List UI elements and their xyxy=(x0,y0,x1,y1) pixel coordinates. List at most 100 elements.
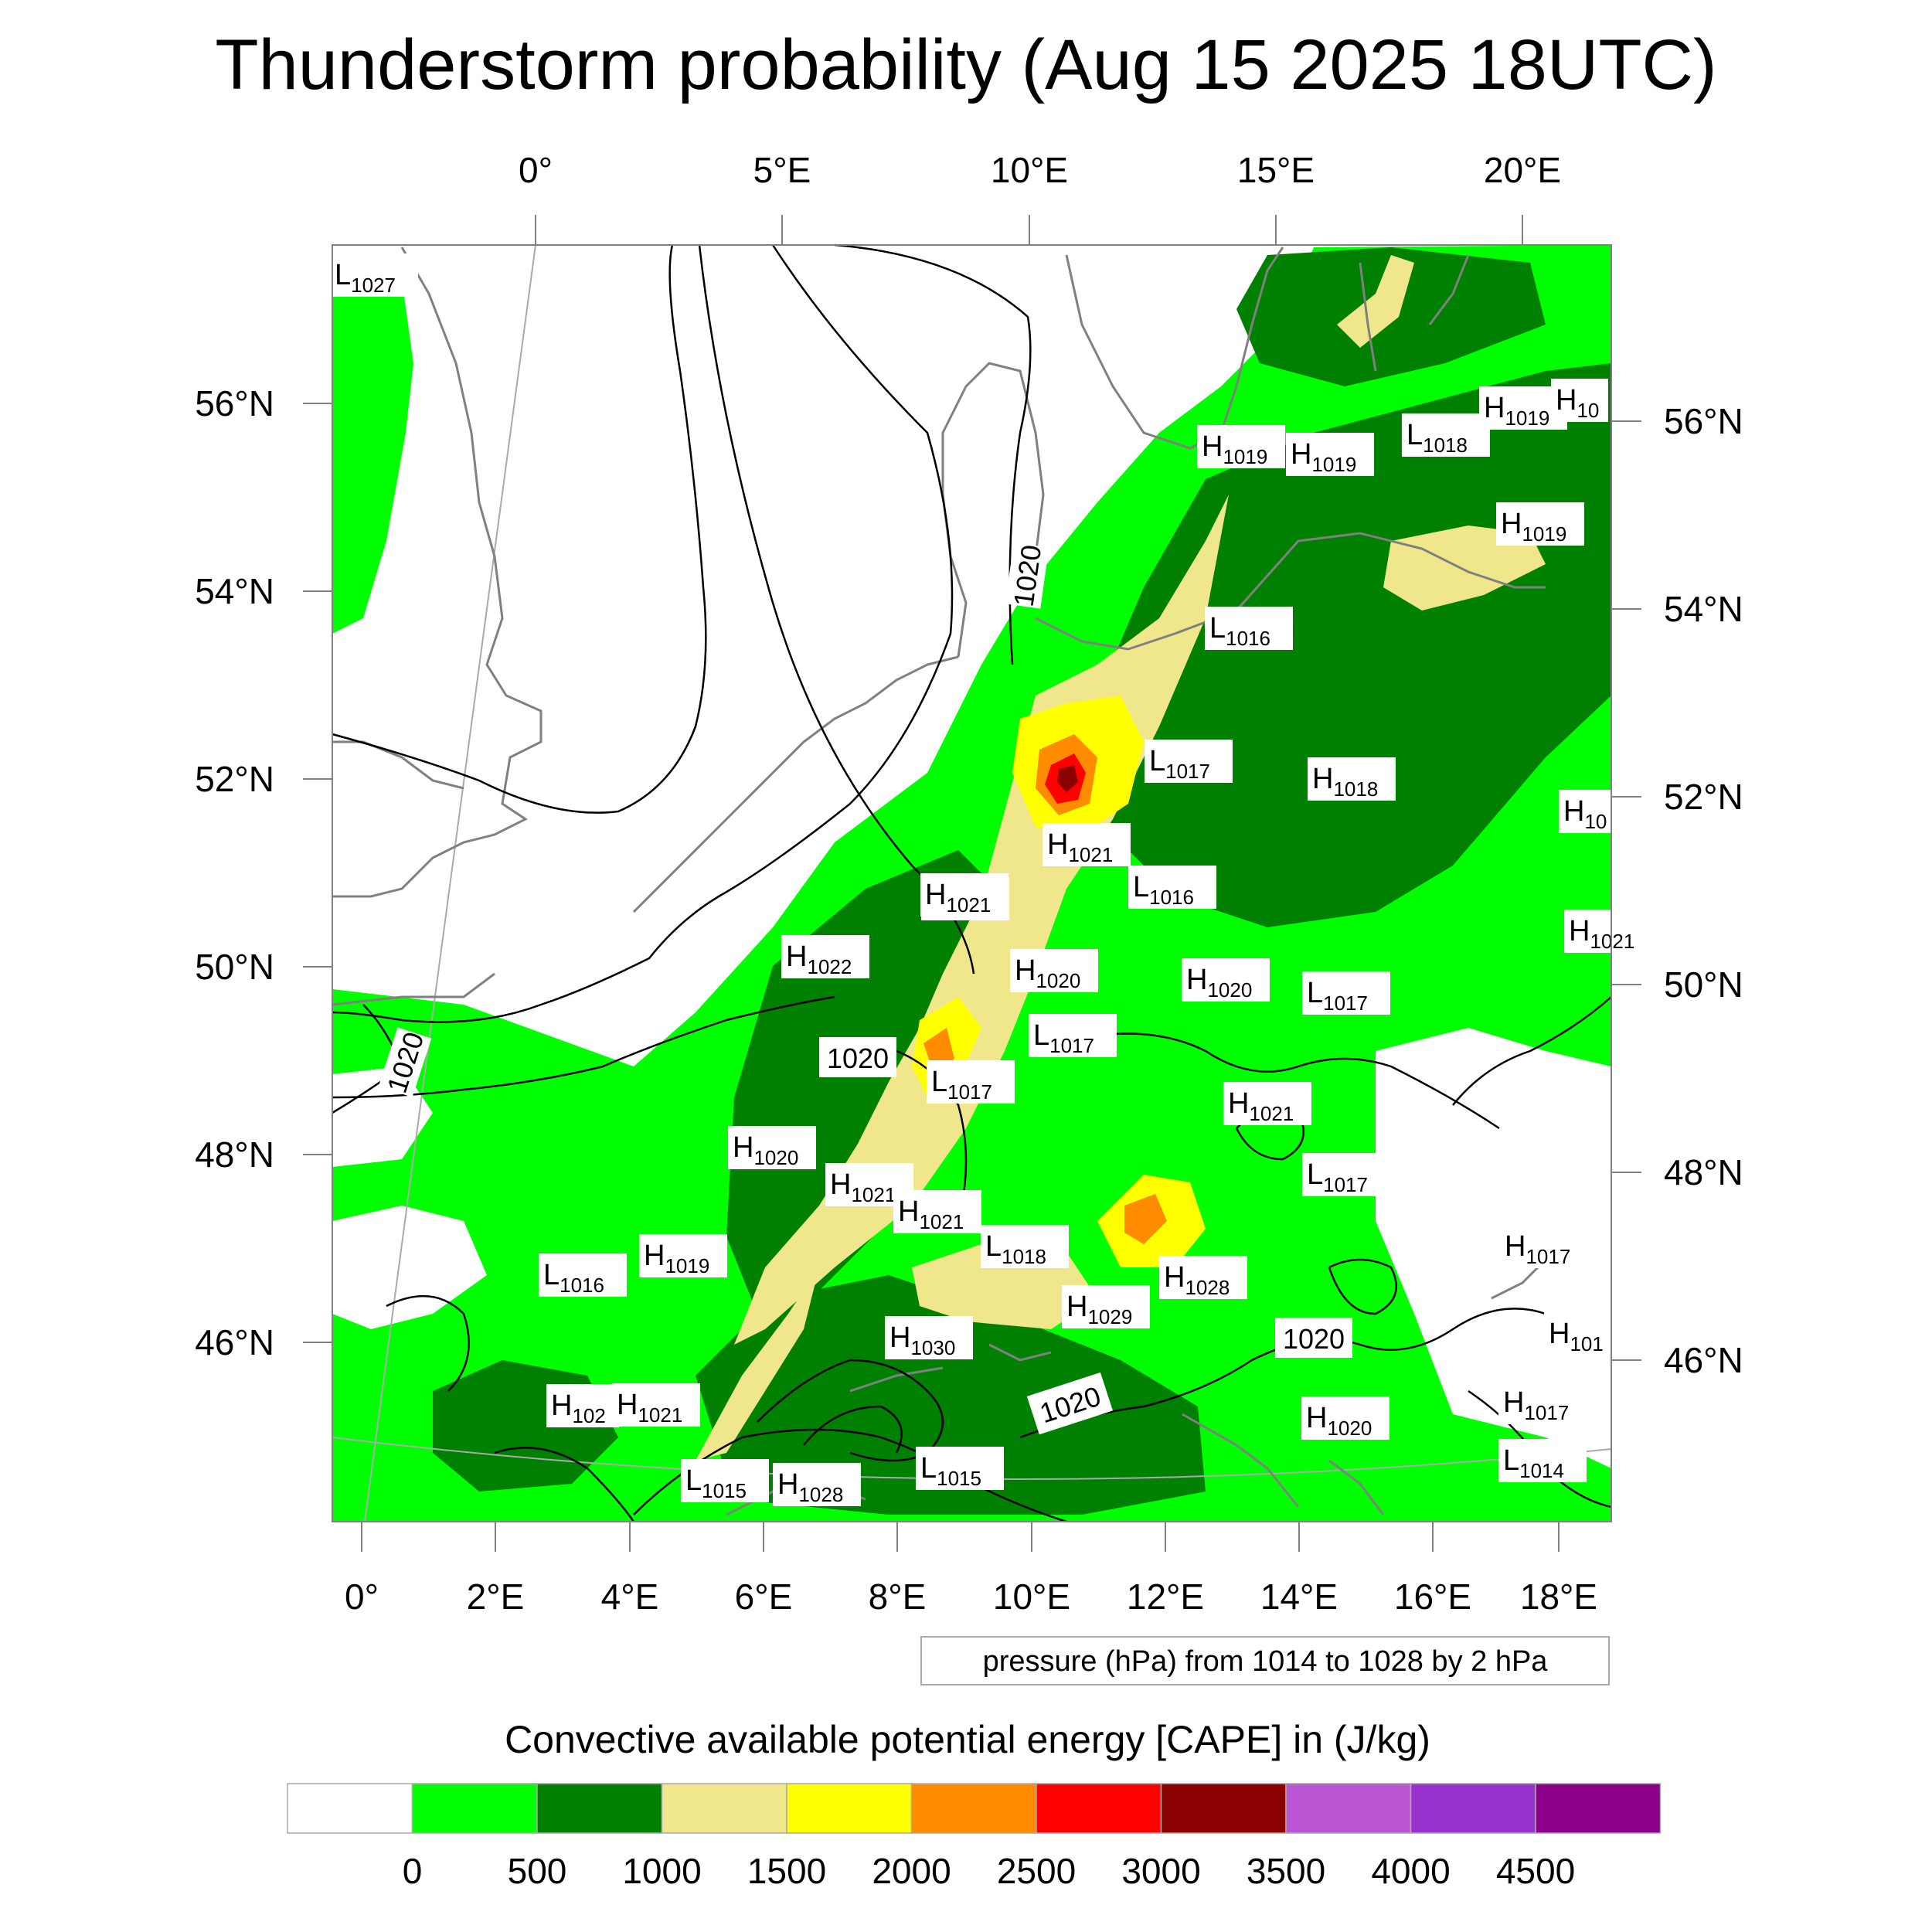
pressure-center-type: H xyxy=(617,1389,638,1421)
bottom-lon-label: 18°E xyxy=(1520,1577,1597,1617)
isobar-label-text: 1020 xyxy=(827,1043,889,1074)
pressure-center-text: H1019 xyxy=(1484,392,1549,430)
pressure-center-label: L1016 xyxy=(1128,866,1216,909)
cape-white-patch-sw xyxy=(332,1206,487,1329)
pressure-center-type: L xyxy=(1149,745,1165,777)
pressure-center-text: H101 xyxy=(1549,1318,1604,1355)
pressure-center-type: H xyxy=(925,879,946,911)
cape-green-west xyxy=(332,280,413,634)
top-lon-label: 5°E xyxy=(753,150,811,190)
map-frame xyxy=(332,244,1612,1522)
pressure-center-type: L xyxy=(985,1230,1002,1263)
pressure-center-type: H xyxy=(1563,795,1584,828)
bottom-lon-label: 6°E xyxy=(735,1577,793,1617)
pressure-center-type: H xyxy=(1505,1230,1526,1263)
right-axis: 56°N 54°N 52°N 50°N 48°N 46°N xyxy=(1611,401,1743,1380)
pressure-center-label: H1030 xyxy=(885,1316,973,1359)
colorbar-tick-label: 4000 xyxy=(1371,1851,1450,1891)
pressure-center-text: H1017 xyxy=(1505,1230,1570,1268)
pressure-center-bg xyxy=(1223,1082,1311,1125)
pressure-center-text: L1027 xyxy=(335,259,396,297)
isobar-label-north: 1020 xyxy=(1005,543,1049,609)
pressure-center-text: L1017 xyxy=(1307,1158,1368,1196)
pressure-center-type: H xyxy=(1066,1291,1087,1323)
pressure-center-bg xyxy=(1128,866,1216,909)
pressure-center-bg xyxy=(1145,740,1233,783)
pressure-center-text: H1028 xyxy=(777,1468,843,1506)
pressure-center-value: 1017 xyxy=(1323,992,1368,1015)
pressure-center-value: 1028 xyxy=(1185,1276,1230,1299)
pressure-center-type: L xyxy=(685,1464,702,1497)
pressure-center-bg xyxy=(1498,1439,1587,1482)
pressure-center-text: H1020 xyxy=(1186,964,1252,1002)
pressure-center-bg xyxy=(1544,1312,1617,1355)
coastlines xyxy=(332,247,1546,1516)
pressure-center-bg xyxy=(1500,1225,1588,1268)
pressure-center-bg xyxy=(920,873,1009,917)
pressure-center-bg xyxy=(1302,971,1390,1015)
pressure-center-type: H xyxy=(1306,1402,1327,1434)
top-lon-label: 15°E xyxy=(1237,150,1315,190)
pressure-center-bg xyxy=(1182,958,1270,1002)
pressure-center-type: H xyxy=(1015,954,1036,987)
pressure-center-label: H1021 xyxy=(1564,910,1652,953)
pressure-center-label: H1019 xyxy=(1286,433,1374,476)
pressure-center-label: H1019 xyxy=(639,1234,727,1277)
coast-lowcountries xyxy=(632,655,959,913)
pressure-center-value: 1014 xyxy=(1519,1459,1564,1482)
colorbar-tick-label: 4500 xyxy=(1496,1851,1575,1891)
pressure-center-label: H102 xyxy=(546,1384,619,1427)
pressure-center-type: L xyxy=(1133,871,1149,903)
cape-white-patch-east xyxy=(1376,1028,1611,1468)
colorbar-tick-label: 3500 xyxy=(1247,1851,1325,1891)
pressure-center-text: H1021 xyxy=(1569,915,1634,953)
bottom-lon-label: 0° xyxy=(345,1577,379,1617)
coast-baltic-islands xyxy=(1359,254,1470,372)
pressure-center-text: L1017 xyxy=(1149,745,1210,783)
pressure-center-label: H1021 xyxy=(1223,1082,1311,1125)
colorbar-box xyxy=(1410,1783,1536,1834)
pressure-center-label: H1020 xyxy=(1010,949,1098,992)
pressure-center-bg xyxy=(1043,823,1131,866)
coast-jutland xyxy=(941,362,1045,658)
coast-britain xyxy=(332,247,543,898)
pressure-center-label: L1018 xyxy=(981,1225,1069,1268)
pressure-center-bg xyxy=(612,1383,700,1427)
pressure-center-bg xyxy=(539,1253,627,1297)
pressure-center-value: 1019 xyxy=(1223,445,1267,468)
pressure-center-label: H1029 xyxy=(1062,1285,1150,1328)
isobar-label-bg xyxy=(1275,1318,1352,1358)
pressure-center-value: 1019 xyxy=(1505,406,1549,430)
pressure-center-value: 1018 xyxy=(1002,1245,1046,1268)
isobar-label-text: 1020 xyxy=(1283,1323,1345,1355)
pressure-center-value: 1017 xyxy=(1526,1245,1570,1268)
pressure-center-type: H xyxy=(1228,1087,1249,1120)
pressure-center-label: H1022 xyxy=(781,935,869,978)
pressure-center-text: H1021 xyxy=(1228,1087,1294,1125)
pressure-center-text: H1022 xyxy=(786,940,852,978)
pressure-center-bg xyxy=(1062,1285,1150,1328)
contour-info-box: pressure (hPa) from 1014 to 1028 by 2 hP… xyxy=(920,1636,1610,1685)
pressure-center-bg xyxy=(1559,790,1616,833)
pressure-center-bg xyxy=(1197,425,1285,468)
colorbar-tick-label: 1500 xyxy=(747,1851,826,1891)
pressure-center-type: H xyxy=(1549,1318,1570,1350)
left-axis: 56°N 54°N 52°N 50°N 48°N 46°N xyxy=(195,383,332,1362)
pressure-center-text: H10 xyxy=(1556,384,1599,422)
colorbar-box xyxy=(1535,1783,1662,1834)
pressure-center-label: H1020 xyxy=(1182,958,1270,1002)
colorbar: Convective available potential energy [C… xyxy=(287,1718,1662,1891)
pressure-center-text: L1017 xyxy=(1307,977,1368,1015)
pressure-center-type: L xyxy=(1209,612,1226,645)
colorbar-box xyxy=(1036,1783,1162,1834)
right-lat-label: 56°N xyxy=(1664,401,1743,441)
isobar-label-east: 1020 xyxy=(1275,1318,1352,1358)
contour-info-text: pressure (hPa) from 1014 to 1028 by 2 hP… xyxy=(983,1645,1549,1678)
pressure-center-text: H1020 xyxy=(1015,954,1080,992)
bottom-lon-label: 2°E xyxy=(467,1577,525,1617)
pressure-center-type: L xyxy=(1033,1019,1049,1052)
isobar-central-west xyxy=(332,995,835,1099)
pressure-center-text: L1016 xyxy=(1209,612,1270,650)
colorbar-box xyxy=(1285,1783,1412,1834)
pressure-center-type: L xyxy=(335,259,351,291)
